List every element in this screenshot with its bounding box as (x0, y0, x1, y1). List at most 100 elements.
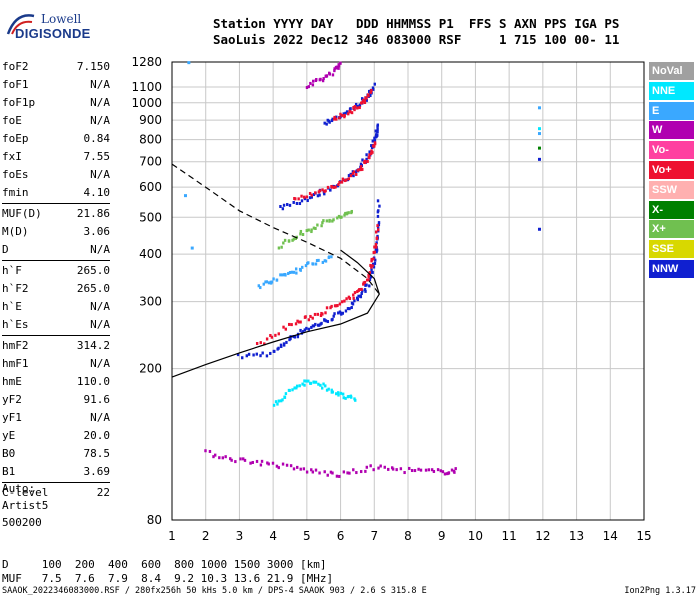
echo-point (377, 228, 380, 232)
echo-point (307, 228, 310, 232)
echo-point (332, 117, 336, 121)
echo-point (299, 232, 302, 236)
echo-point (377, 223, 381, 227)
echo-point (367, 278, 370, 282)
echo-point (280, 399, 283, 403)
echo-point (282, 241, 285, 245)
echo-point (310, 230, 313, 234)
echo-point (369, 90, 373, 94)
echo-point (331, 219, 334, 223)
echo-point (289, 464, 293, 468)
echo-point (374, 245, 378, 249)
echo-point (357, 294, 360, 298)
echo-point (261, 351, 264, 355)
echo-point (364, 289, 367, 293)
echo-point (321, 79, 325, 83)
echo-point (311, 470, 315, 474)
echo-point (292, 467, 296, 471)
echo-point (441, 470, 445, 474)
y-tick-label: 80 (147, 513, 162, 527)
echo-point (376, 133, 379, 137)
echo-point (367, 94, 370, 98)
echo-point (325, 122, 328, 126)
echo-point (345, 110, 349, 114)
echo-point (298, 384, 301, 388)
y-tick-label: 1280 (131, 55, 162, 69)
echo-point (344, 111, 347, 115)
echo-point (361, 158, 364, 162)
echo-point (321, 386, 324, 390)
echo-point (243, 458, 247, 462)
echo-point (324, 384, 327, 388)
echo-point (350, 306, 353, 310)
echo-point (342, 470, 346, 474)
param-value: N/A (90, 96, 110, 109)
echo-point (294, 267, 298, 271)
echo-point (355, 172, 358, 176)
echo-point (339, 215, 342, 219)
echo-point (333, 67, 336, 71)
echo-point (353, 299, 356, 303)
param-separator (2, 260, 110, 261)
param-name: C-level (2, 486, 49, 499)
echo-point (370, 265, 373, 269)
echo-point (303, 383, 306, 387)
param-value: N/A (90, 357, 110, 370)
echo-point (305, 470, 309, 474)
echo-point (369, 94, 372, 98)
echo-point (259, 286, 262, 290)
echo-point (383, 465, 386, 469)
echo-point (292, 200, 295, 204)
echo-point (332, 218, 335, 222)
x-tick-label: 9 (438, 529, 446, 543)
echo-point (399, 467, 403, 471)
echo-point (300, 194, 303, 198)
echo-point (330, 388, 333, 392)
echo-point (279, 273, 282, 277)
echo-point (353, 108, 356, 112)
echo-point (348, 297, 352, 301)
echo-point (342, 396, 345, 400)
echo-point (350, 209, 353, 213)
echo-point (363, 288, 367, 292)
echo-point (316, 223, 319, 227)
echo-point (370, 151, 373, 155)
echo-point (345, 297, 348, 301)
echo-point (302, 467, 306, 471)
param-name: foEp (2, 132, 29, 145)
echo-point (337, 66, 340, 70)
echo-point (427, 468, 431, 472)
echo-point (313, 312, 317, 316)
echo-point (350, 395, 353, 399)
echo-point (387, 467, 390, 471)
echo-point (333, 185, 336, 189)
echo-point (270, 280, 274, 284)
echo-point (187, 61, 191, 65)
param-value: 91.6 (83, 393, 111, 406)
echo-point (272, 403, 276, 407)
echo-point (307, 327, 311, 331)
echo-point (338, 474, 341, 478)
echo-point (330, 255, 333, 259)
echo-point (376, 123, 380, 127)
legend-item: Vo+ (649, 160, 694, 179)
param-value: N/A (90, 78, 110, 91)
echo-point (336, 304, 339, 308)
echo-point (294, 322, 298, 326)
param-row: fmin 4.10 (2, 184, 110, 202)
echo-point (347, 174, 351, 178)
echo-point (372, 87, 375, 91)
echo-point (259, 463, 263, 467)
param-row: yE 20.0 (2, 427, 110, 445)
echo-point (308, 196, 312, 200)
echo-point (363, 280, 367, 284)
param-row: hmF2 314.2 (2, 337, 110, 355)
y-tick-label: 900 (139, 113, 162, 127)
echo-point (269, 333, 272, 337)
echo-point (284, 392, 288, 396)
param-row: foE N/A (2, 112, 110, 130)
echo-point (315, 259, 319, 263)
scaled-parameters-panel: foF2 7.150 foF1 N/A foF1p N/A foE N/A foEp 0.84 fx… (2, 58, 110, 502)
echo-point (314, 322, 317, 326)
param-value: N/A (90, 411, 110, 424)
